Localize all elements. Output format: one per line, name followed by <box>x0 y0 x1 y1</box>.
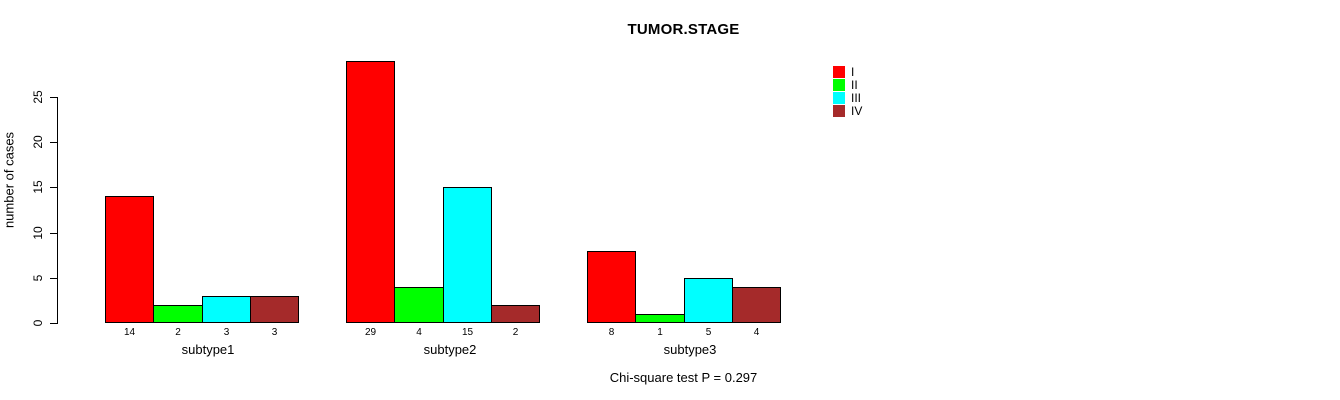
bar-subtype3-stage-III <box>684 278 733 323</box>
y-tick-mark <box>50 233 57 234</box>
legend-item-II: II <box>833 79 862 91</box>
y-tick-label: 5 <box>31 274 45 282</box>
legend-swatch-icon <box>833 105 845 117</box>
legend-item-IV: IV <box>833 105 862 117</box>
legend-label: I <box>851 65 855 79</box>
bar-subtype3-stage-IV <box>732 287 781 323</box>
bar-value-label: 14 <box>123 327 136 338</box>
bar-value-label: 15 <box>461 327 474 338</box>
y-tick-label: 25 <box>31 90 45 104</box>
y-tick-label: 15 <box>31 180 45 194</box>
bar-subtype1-stage-III <box>202 296 251 323</box>
bar-value-label: 1 <box>657 327 663 338</box>
annotation-text: Chi-square test P = 0.297 <box>609 370 758 385</box>
category-label-subtype1: subtype1 <box>181 342 235 357</box>
y-tick-label: 10 <box>31 226 45 240</box>
legend-swatch-icon <box>833 66 845 78</box>
y-tick-mark <box>50 142 57 143</box>
category-label-subtype3: subtype3 <box>663 342 717 357</box>
bar-subtype2-stage-IV <box>491 305 540 323</box>
category-label-subtype2: subtype2 <box>423 342 477 357</box>
y-tick-mark <box>50 278 57 279</box>
bar-subtype3-stage-I <box>587 251 636 323</box>
legend-item-III: III <box>833 92 862 104</box>
bar-value-label: 4 <box>416 327 422 338</box>
bar-subtype1-stage-II <box>153 305 203 323</box>
legend-item-I: I <box>833 66 862 78</box>
legend-label: II <box>851 78 858 92</box>
y-tick-label: 20 <box>31 135 45 149</box>
bar-value-label: 3 <box>271 327 278 338</box>
legend: I II III IV <box>833 66 862 118</box>
y-axis-line <box>57 97 58 324</box>
chart-title: TUMOR.STAGE <box>627 21 740 38</box>
legend-label: III <box>851 91 862 105</box>
bar-subtype1-stage-IV <box>250 296 299 323</box>
y-tick-mark <box>50 323 57 324</box>
bar-subtype1-stage-I <box>105 196 154 323</box>
bar-value-label: 2 <box>512 327 519 338</box>
bar-subtype3-stage-II <box>635 314 685 323</box>
bar-value-label: 4 <box>753 327 760 338</box>
y-axis-label: number of cases <box>1 131 17 229</box>
y-tick-mark <box>50 97 57 98</box>
bar-value-label: 29 <box>364 327 377 338</box>
bar-value-label: 5 <box>705 327 712 338</box>
bar-subtype2-stage-II <box>394 287 444 323</box>
legend-swatch-icon <box>833 92 845 104</box>
bar-value-label: 3 <box>223 327 230 338</box>
bar-subtype2-stage-I <box>346 61 395 323</box>
y-tick-mark <box>50 187 57 188</box>
legend-swatch-icon <box>833 79 845 91</box>
y-tick-label: 0 <box>31 319 45 327</box>
legend-label: IV <box>851 104 863 118</box>
bar-subtype2-stage-III <box>443 187 492 323</box>
bar-value-label: 2 <box>175 327 181 338</box>
bar-value-label: 8 <box>608 327 615 338</box>
